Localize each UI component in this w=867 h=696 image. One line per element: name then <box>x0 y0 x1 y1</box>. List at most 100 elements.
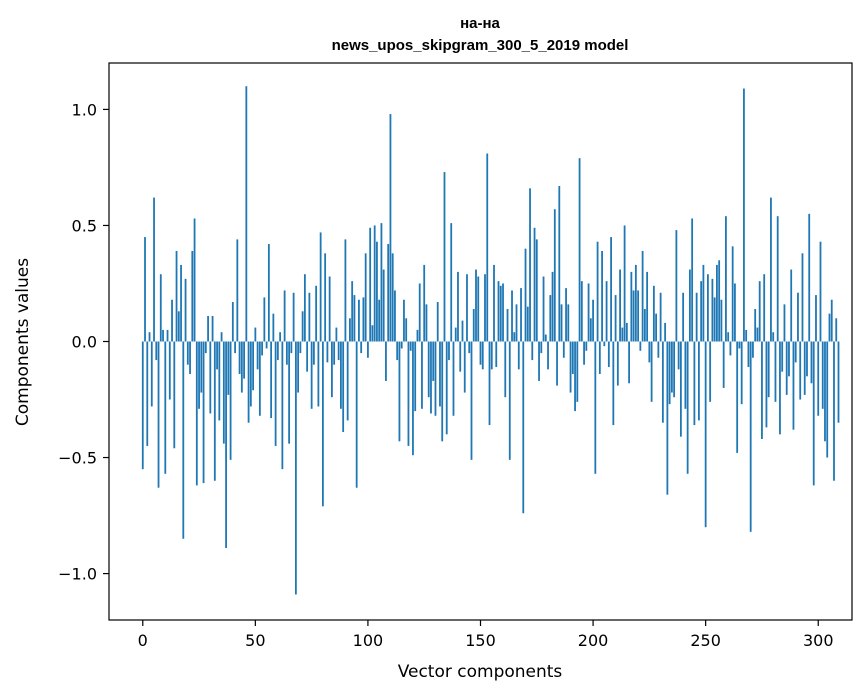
bar-122 <box>416 329 419 342</box>
bar-302 <box>821 341 824 409</box>
bar-60 <box>276 341 279 361</box>
bar-54 <box>263 297 266 342</box>
bar-19 <box>184 278 187 342</box>
bar-309 <box>837 341 840 423</box>
bar-203 <box>598 341 601 374</box>
bar-140 <box>457 271 459 342</box>
bar-152 <box>484 274 486 342</box>
bar-14 <box>173 341 176 449</box>
bar-274 <box>758 281 761 342</box>
bar-157 <box>495 341 498 368</box>
bar-285 <box>783 304 786 342</box>
bar-98 <box>362 297 365 342</box>
bar-94 <box>353 295 356 342</box>
bar-208 <box>610 237 612 342</box>
bar-83 <box>328 276 331 342</box>
bar-218 <box>632 290 635 342</box>
bar-67 <box>292 292 295 342</box>
bar-21 <box>189 341 191 374</box>
bar-184 <box>556 341 558 386</box>
bar-133 <box>441 341 444 442</box>
bar-142 <box>461 320 464 342</box>
bar-2 <box>146 341 149 446</box>
bar-286 <box>785 341 788 395</box>
bar-180 <box>547 341 549 370</box>
bar-256 <box>718 260 721 342</box>
bar-161 <box>504 341 507 398</box>
bar-104 <box>376 241 378 342</box>
chart-title-line-2: news_upos_skipgram_300_5_2019 model <box>332 37 629 54</box>
bar-95 <box>355 341 358 488</box>
y-tick-label: 1.0 <box>72 100 97 119</box>
bar-29 <box>207 315 209 342</box>
y-tick-label: 0.0 <box>72 333 97 352</box>
bar-116 <box>403 299 405 342</box>
bar-254 <box>713 297 716 342</box>
bar-267 <box>743 88 745 342</box>
bar-87 <box>337 341 340 361</box>
bar-307 <box>833 341 835 481</box>
x-tick-label: 0 <box>138 631 148 650</box>
bar-304 <box>826 341 829 458</box>
bar-257 <box>720 299 723 342</box>
bar-131 <box>436 302 439 342</box>
bar-225 <box>648 341 651 363</box>
bar-176 <box>538 341 540 381</box>
bar-221 <box>639 341 642 351</box>
bar-150 <box>479 341 482 365</box>
bar-18 <box>182 341 185 539</box>
bar-147 <box>472 309 475 342</box>
bar-32 <box>213 341 216 481</box>
bar-6 <box>155 341 158 361</box>
bar-163 <box>508 341 511 460</box>
bar-251 <box>707 274 709 342</box>
bar-244 <box>691 218 694 342</box>
bar-120 <box>412 341 414 456</box>
bar-112 <box>394 290 396 342</box>
bar-183 <box>553 209 556 342</box>
bar-289 <box>792 341 795 430</box>
bar-93 <box>351 281 354 342</box>
bar-76 <box>312 341 315 365</box>
bar-130 <box>434 341 437 416</box>
bar-262 <box>731 246 734 342</box>
bar-193 <box>576 341 579 402</box>
bar-162 <box>506 309 509 342</box>
bar-186 <box>560 304 563 342</box>
bar-213 <box>621 327 624 342</box>
bar-72 <box>303 274 306 342</box>
bar-279 <box>770 197 772 342</box>
bar-269 <box>747 341 750 368</box>
bar-258 <box>722 341 725 388</box>
bar-70 <box>299 341 302 354</box>
bar-185 <box>558 186 561 342</box>
bar-175 <box>535 239 538 342</box>
bar-105 <box>378 299 381 342</box>
bar-296 <box>808 213 811 342</box>
bar-259 <box>725 216 727 342</box>
bar-74 <box>308 292 311 342</box>
bar-23 <box>193 218 196 342</box>
bar-12 <box>168 341 171 400</box>
bar-234 <box>668 341 671 405</box>
bar-287 <box>788 341 790 377</box>
bar-38 <box>227 341 230 395</box>
bar-215 <box>625 322 628 342</box>
bar-11 <box>166 329 169 342</box>
bar-290 <box>794 341 797 363</box>
bar-series <box>141 86 840 595</box>
bar-61 <box>279 332 282 342</box>
bar-198 <box>587 283 590 342</box>
bar-34 <box>218 341 221 421</box>
bar-33 <box>216 341 218 370</box>
bar-138 <box>452 341 455 416</box>
bar-143 <box>463 341 466 393</box>
bar-181 <box>549 295 552 342</box>
bar-144 <box>466 274 468 342</box>
bar-300 <box>817 341 820 416</box>
bar-272 <box>754 309 757 342</box>
bar-108 <box>385 341 387 381</box>
bar-255 <box>716 264 718 342</box>
bar-63 <box>283 290 286 342</box>
